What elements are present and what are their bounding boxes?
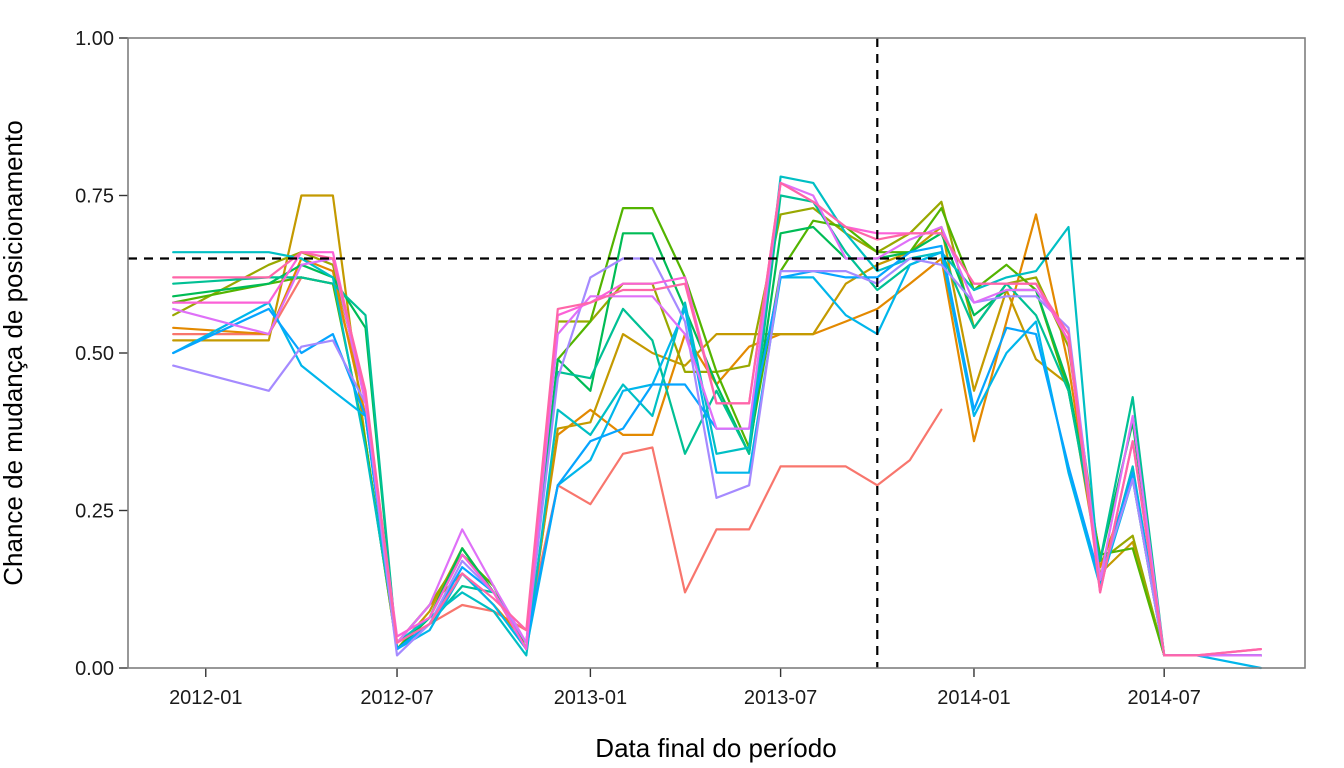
series-line-14	[172, 181, 1262, 657]
series-line-10	[172, 244, 1262, 657]
series-line-9	[172, 251, 1262, 670]
plot-frame	[127, 37, 1306, 669]
y-tick-label: 0.50	[75, 343, 114, 365]
x-tick-label: 2013-07	[744, 687, 817, 709]
x-tick-label: 2012-07	[360, 687, 433, 709]
series-line-8	[172, 175, 1262, 657]
x-axis-title: Data final do período	[595, 733, 836, 763]
y-tick-label: 0.00	[75, 658, 114, 680]
y-tick-label: 0.25	[75, 501, 114, 523]
x-tick-label: 2014-01	[937, 687, 1010, 709]
series-line-11	[172, 257, 1262, 657]
x-tick-label: 2013-01	[554, 687, 627, 709]
x-axis: 2012-01 2012-07 2013-01 2013-07 2014-01 2014-…	[169, 668, 1201, 709]
series-line-12	[172, 181, 1262, 657]
x-tick-label: 2014-07	[1127, 687, 1200, 709]
x-tick-label: 2012-01	[169, 687, 242, 709]
reference-lines	[128, 38, 1305, 668]
y-axis: 0.00 0.25 0.50 0.75 1.00	[75, 28, 128, 680]
series-line-13	[172, 181, 1262, 657]
y-tick-label: 1.00	[75, 28, 114, 50]
y-tick-label: 0.75	[75, 186, 114, 208]
series-lines	[172, 175, 1262, 670]
y-axis-title: Chance de mudança de posicionamento	[0, 120, 28, 585]
